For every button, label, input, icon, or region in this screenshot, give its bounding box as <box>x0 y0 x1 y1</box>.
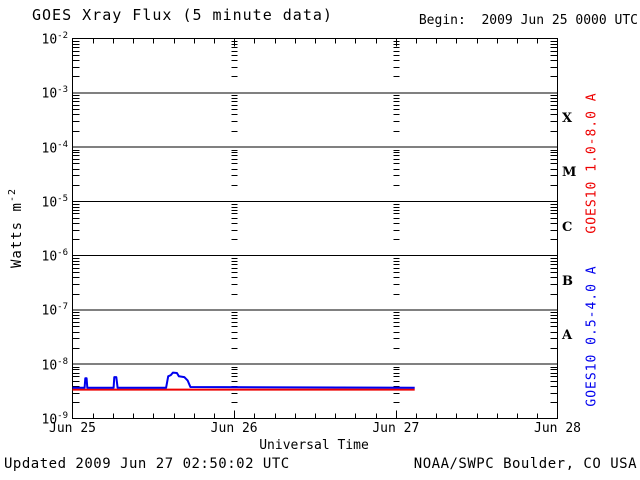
flare-class-label-x: X <box>562 110 573 126</box>
y-tick-label: 10-5 <box>41 193 69 211</box>
x-tick-label: Jun 25 <box>49 421 96 436</box>
y-tick-label: 10-8 <box>41 356 69 374</box>
y-tick-label: 10-3 <box>41 85 69 102</box>
y-tick-label: 10-6 <box>41 248 69 265</box>
plot-frame <box>72 38 558 419</box>
series-label-goes10-long-band: GOES10 1.0-8.0 A <box>584 92 600 234</box>
flux-trace-short-band <box>72 371 415 389</box>
y-tick-label: 10-4 <box>41 139 69 156</box>
y-tick-label: 10-7 <box>41 302 69 319</box>
series-label-goes10-short-band: GOES10 0.5-4.0 A <box>584 265 600 407</box>
flare-class-label-m: M <box>562 165 577 181</box>
x-tick-label: Jun 27 <box>372 421 420 436</box>
begin-timestamp: Begin: 2009 Jun 25 0000 UTC <box>418 13 638 28</box>
updated-timestamp: Updated 2009 Jun 27 02:50:02 UTC <box>4 456 290 472</box>
y-tick-label: 10-9 <box>41 411 69 428</box>
flare-class-label-a: A <box>562 328 573 344</box>
x-tick-label: Jun 28 <box>534 421 581 436</box>
x-axis-title: Universal Time <box>259 438 369 453</box>
y-tick-label: 10-2 <box>41 31 69 48</box>
x-tick-label: Jun 26 <box>210 421 258 436</box>
source-credit: NOAA/SWPC Boulder, CO USA <box>413 456 637 472</box>
page-title: GOES Xray Flux (5 minute data) <box>32 6 333 24</box>
flare-class-label-c: C <box>562 219 573 235</box>
flare-class-label-b: B <box>562 273 573 289</box>
